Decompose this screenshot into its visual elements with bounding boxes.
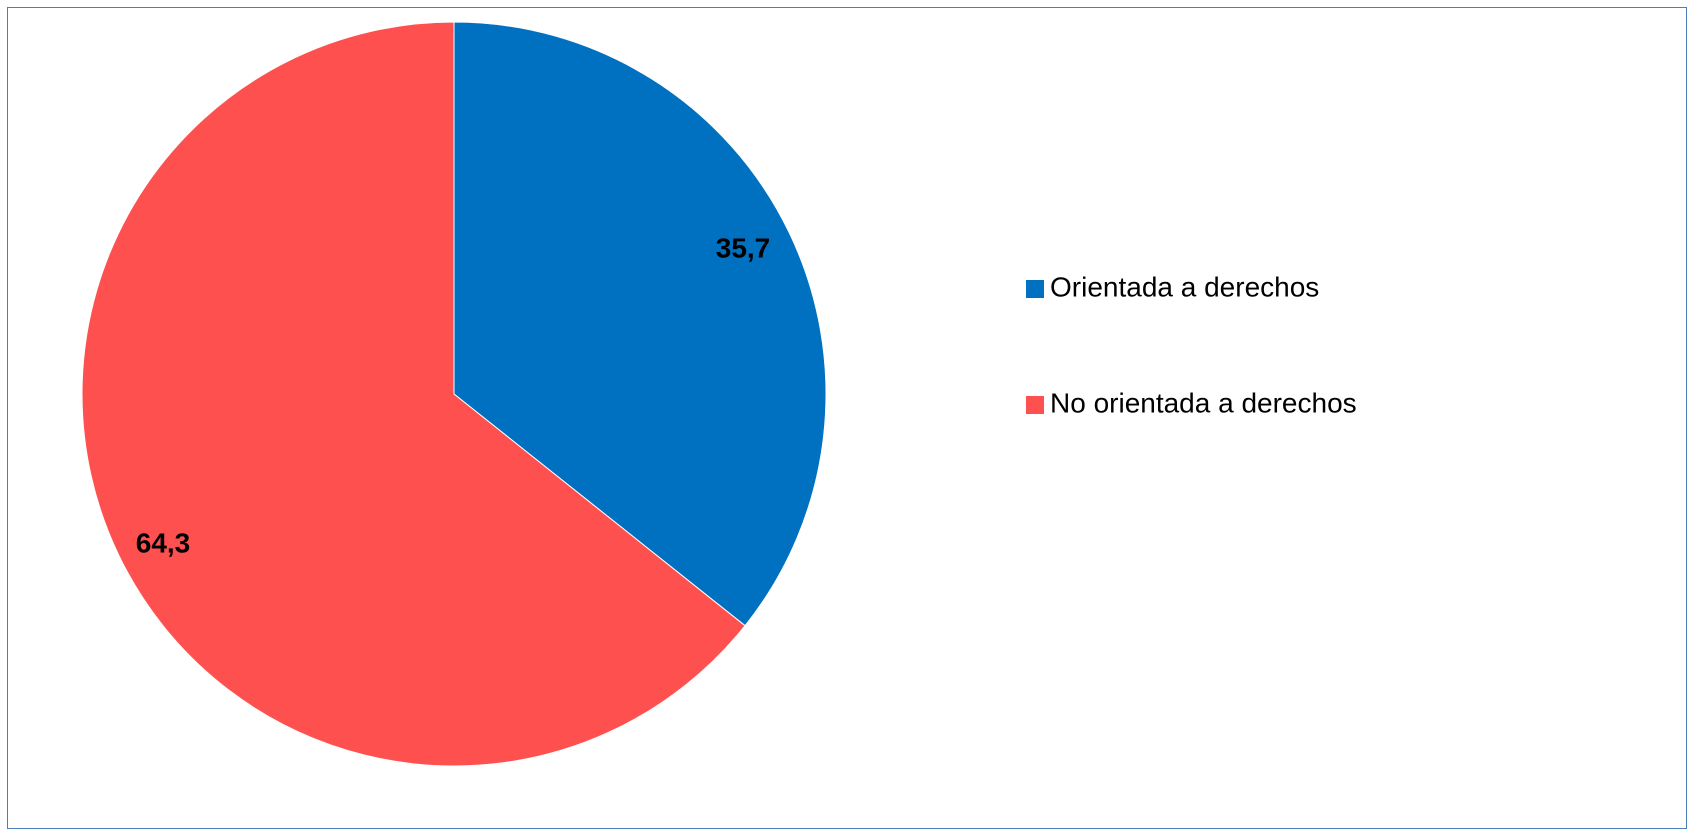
data-labels: 35,7 64,3	[136, 232, 771, 558]
legend-label-2: No orientada a derechos	[1050, 387, 1357, 418]
data-label-1: 35,7	[716, 232, 771, 263]
legend-entry-2: No orientada a derechos	[1026, 387, 1357, 418]
legend-entry-1: Orientada a derechos	[1026, 271, 1319, 302]
legend-swatch-1	[1026, 280, 1044, 298]
pie-slice-2	[81, 21, 746, 767]
legend-label-1: Orientada a derechos	[1050, 271, 1319, 302]
data-label-2: 64,3	[136, 527, 191, 558]
pie-slices	[81, 21, 827, 767]
legend-swatch-2	[1026, 396, 1044, 414]
legend: Orientada a derechos No orientada a derec…	[1026, 271, 1357, 418]
pie-slice-1	[453, 21, 827, 627]
